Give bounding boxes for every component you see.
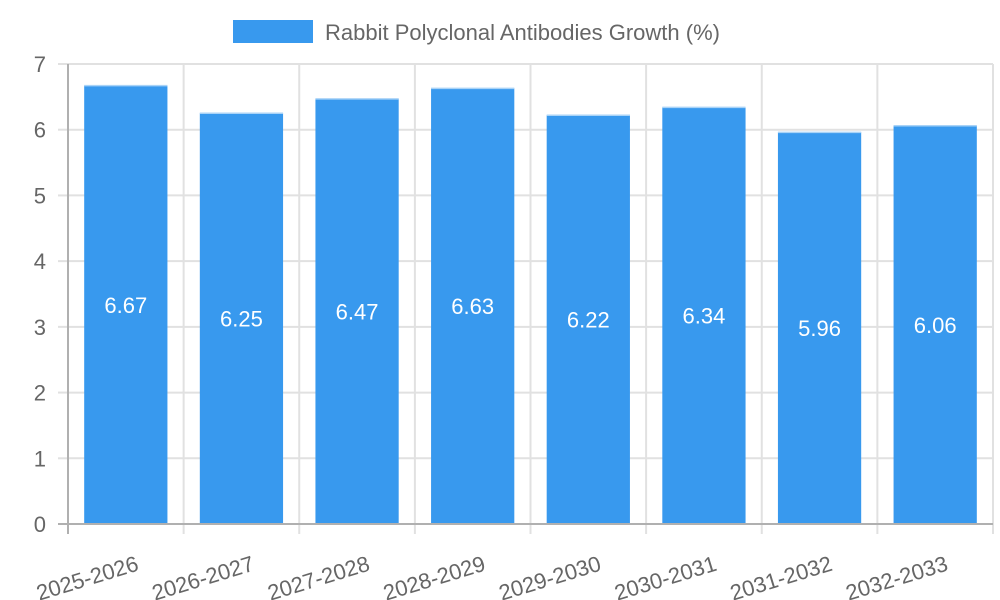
y-tick-label: 5	[34, 183, 46, 208]
legend[interactable]: Rabbit Polyclonal Antibodies Growth (%)	[233, 20, 720, 45]
x-tick-label: 2032-2033	[843, 551, 951, 600]
x-axis-ticks: 2025-2026 2026-2027 2027-2028 2028-2029 2029…	[33, 551, 950, 600]
x-tick-label: 2028-2029	[380, 551, 488, 600]
bar	[777, 132, 862, 525]
legend-label[interactable]: Rabbit Polyclonal Antibodies Growth (%)	[325, 20, 720, 45]
bar	[315, 98, 399, 524]
bar	[431, 88, 515, 525]
bar-value-label: 6.22	[567, 308, 610, 333]
bar-value-label: 5.96	[798, 316, 841, 341]
x-tick-label: 2029-2030	[496, 551, 604, 600]
y-tick-label: 4	[34, 249, 46, 274]
x-tick-label: 2025-2026	[33, 551, 141, 600]
y-tick-label: 1	[34, 446, 46, 471]
bar	[893, 125, 977, 525]
bar-value-label: 6.34	[683, 304, 726, 329]
x-tick-label: 2027-2028	[265, 551, 373, 600]
y-tick-label: 6	[34, 118, 46, 143]
y-tick-label: 3	[34, 315, 46, 340]
bar-value-label: 6.25	[220, 307, 263, 332]
y-tick-label: 0	[34, 512, 46, 537]
bar	[199, 113, 284, 525]
bars: 6.67 6.25 6.47 6.63 6.22 6.34 5.96 6.06	[84, 84, 977, 525]
bar-value-label: 6.06	[914, 313, 957, 338]
x-tick-label: 2026-2027	[149, 551, 257, 600]
x-tick-label: 2030-2031	[611, 551, 719, 600]
y-axis-ticks: 0 1 2 3 4 5 6 7	[34, 52, 46, 537]
y-tick-label: 7	[34, 52, 46, 77]
x-tick-label: 2031-2032	[727, 551, 835, 600]
y-tick-label: 2	[34, 381, 46, 406]
axes	[58, 64, 993, 534]
bar-value-label: 6.67	[104, 293, 147, 318]
legend-swatch[interactable]	[233, 20, 313, 43]
bar	[662, 107, 746, 524]
bar	[546, 115, 630, 524]
bar-value-label: 6.63	[451, 294, 494, 319]
bar	[84, 85, 168, 524]
bar-value-label: 6.47	[336, 299, 379, 324]
